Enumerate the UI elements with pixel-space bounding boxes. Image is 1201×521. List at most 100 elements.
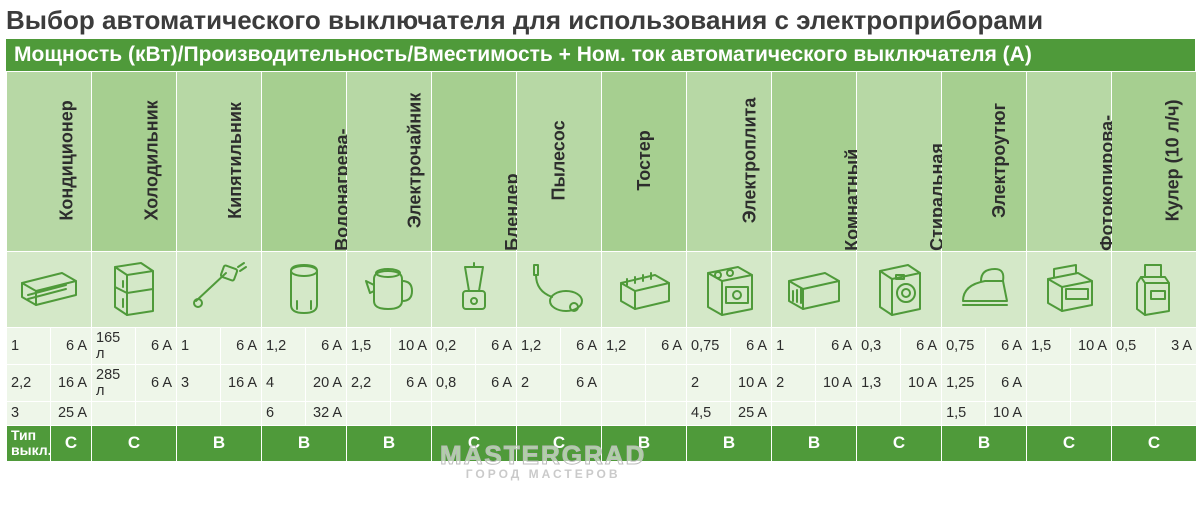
power-value: [857, 401, 901, 425]
power-value: [517, 401, 561, 425]
power-value: 6: [262, 401, 306, 425]
breaker-current: 10 A: [986, 401, 1027, 425]
breaker-current: [1071, 364, 1112, 401]
appliance-label: Кипятильник: [226, 102, 245, 219]
breaker-current: 6 A: [221, 327, 262, 364]
power-value: [772, 401, 816, 425]
breaker-current: [136, 401, 177, 425]
chart-container: Выбор автоматического выключателя для ис…: [6, 6, 1195, 462]
breaker-current: [391, 401, 432, 425]
power-value: [1112, 401, 1156, 425]
appliance-icon: [7, 251, 92, 327]
breaker-current: 6 A: [136, 364, 177, 401]
breaker-current: 6 A: [476, 327, 517, 364]
appliance-icon: [602, 251, 687, 327]
appliance-table: КондиционерХолодильникКипятильникВодонаг…: [6, 71, 1197, 462]
power-value: 0,75: [687, 327, 731, 364]
breaker-current: 6 A: [731, 327, 772, 364]
type-row-label: Типвыкл.: [7, 425, 51, 461]
power-value: [602, 364, 646, 401]
power-value: 1,5: [942, 401, 986, 425]
power-value: 285 л: [92, 364, 136, 401]
breaker-current: 32 A: [306, 401, 347, 425]
power-value: 2,2: [7, 364, 51, 401]
power-value: 2: [772, 364, 816, 401]
breaker-type: C: [1112, 425, 1197, 461]
power-value: [92, 401, 136, 425]
power-value: [177, 401, 221, 425]
data-row: 16 A165 л6 A16 A1,26 A1,510 A0,26 A1,26 …: [7, 327, 1197, 364]
header-cell: Блендер(загрузка 50%): [432, 71, 517, 251]
appliance-icon: [432, 251, 517, 327]
power-value: 2,2: [347, 364, 391, 401]
breaker-current: 6 A: [986, 364, 1027, 401]
breaker-current: 6 A: [646, 327, 687, 364]
breaker-current: 10 A: [1071, 327, 1112, 364]
appliance-icon: [857, 251, 942, 327]
power-value: 0,5: [1112, 327, 1156, 364]
power-value: [1112, 364, 1156, 401]
breaker-current: [901, 401, 942, 425]
power-value: 1: [7, 327, 51, 364]
breaker-current: [476, 401, 517, 425]
power-value: 3: [7, 401, 51, 425]
power-value: 3: [177, 364, 221, 401]
breaker-current: 6 A: [51, 327, 92, 364]
breaker-current: [646, 401, 687, 425]
header-cell: Холодильник: [92, 71, 177, 251]
breaker-current: [646, 364, 687, 401]
appliance-label: Электроутюг: [990, 103, 1009, 218]
power-value: 165 л: [92, 327, 136, 364]
header-cell: Электроплита: [687, 71, 772, 251]
breaker-type: C: [92, 425, 177, 461]
page-title: Выбор автоматического выключателя для ис…: [6, 6, 1195, 35]
header-cell: Комнатныйнагреватель: [772, 71, 857, 251]
header-cell: Водонагрева-тельная колонка: [262, 71, 347, 251]
data-row: 325 A632 A4,525 A1,510 A: [7, 401, 1197, 425]
header-cell: Кипятильник: [177, 71, 262, 251]
power-value: 1,5: [1027, 327, 1071, 364]
power-value: 4,5: [687, 401, 731, 425]
appliance-icon: [1027, 251, 1112, 327]
breaker-type: C: [432, 425, 517, 461]
breaker-current: [1156, 401, 1197, 425]
header-cell: Пылесос: [517, 71, 602, 251]
breaker-current: 3 A: [1156, 327, 1197, 364]
subtitle-bar: Мощность (кВт)/Производительность/Вмести…: [6, 39, 1195, 71]
power-value: 1,25: [942, 364, 986, 401]
appliance-icon: [687, 251, 772, 327]
breaker-current: 6 A: [391, 364, 432, 401]
power-value: 1,3: [857, 364, 901, 401]
power-value: 2: [687, 364, 731, 401]
breaker-current: 6 A: [561, 364, 602, 401]
breaker-current: 25 A: [731, 401, 772, 425]
icon-row: [7, 251, 1197, 327]
breaker-current: 6 A: [561, 327, 602, 364]
breaker-current: 6 A: [476, 364, 517, 401]
power-value: 1,2: [517, 327, 561, 364]
breaker-current: 10 A: [731, 364, 772, 401]
power-value: 0,3: [857, 327, 901, 364]
header-cell: Тостер: [602, 71, 687, 251]
power-value: 1: [772, 327, 816, 364]
breaker-type: B: [262, 425, 347, 461]
appliance-icon: [92, 251, 177, 327]
header-cell: Стиральнаямашина: [857, 71, 942, 251]
appliance-icon: [347, 251, 432, 327]
power-value: 0,8: [432, 364, 476, 401]
header-cell: Кулер (10 л/ч): [1112, 71, 1197, 251]
header-cell: Фотокопирова-льный аппарат: [1027, 71, 1112, 251]
breaker-current: 10 A: [901, 364, 942, 401]
breaker-current: 25 A: [51, 401, 92, 425]
power-value: 1: [177, 327, 221, 364]
breaker-current: 6 A: [816, 327, 857, 364]
appliance-label: Тостер: [635, 130, 654, 190]
appliance-label: Электроплита: [740, 98, 759, 224]
power-value: [1027, 401, 1071, 425]
appliance-icon: [262, 251, 347, 327]
breaker-type: B: [177, 425, 262, 461]
breaker-current: 16 A: [221, 364, 262, 401]
appliance-icon: [772, 251, 857, 327]
breaker-current: 6 A: [901, 327, 942, 364]
breaker-type: B: [347, 425, 432, 461]
